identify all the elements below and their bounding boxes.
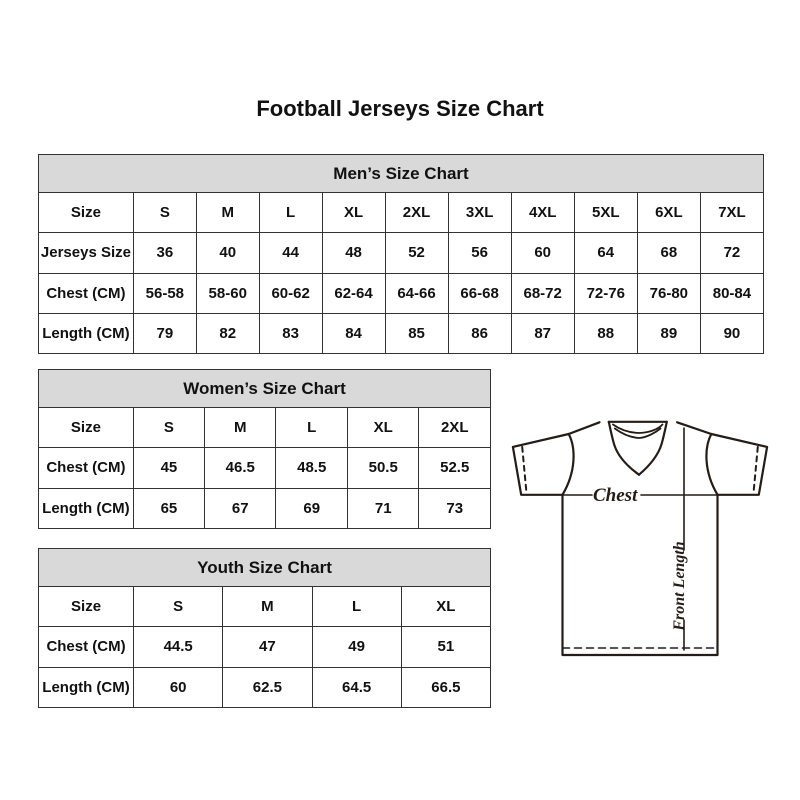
svg-text:Chest: Chest xyxy=(593,485,638,506)
svg-text:Front Length: Front Length xyxy=(671,541,688,631)
